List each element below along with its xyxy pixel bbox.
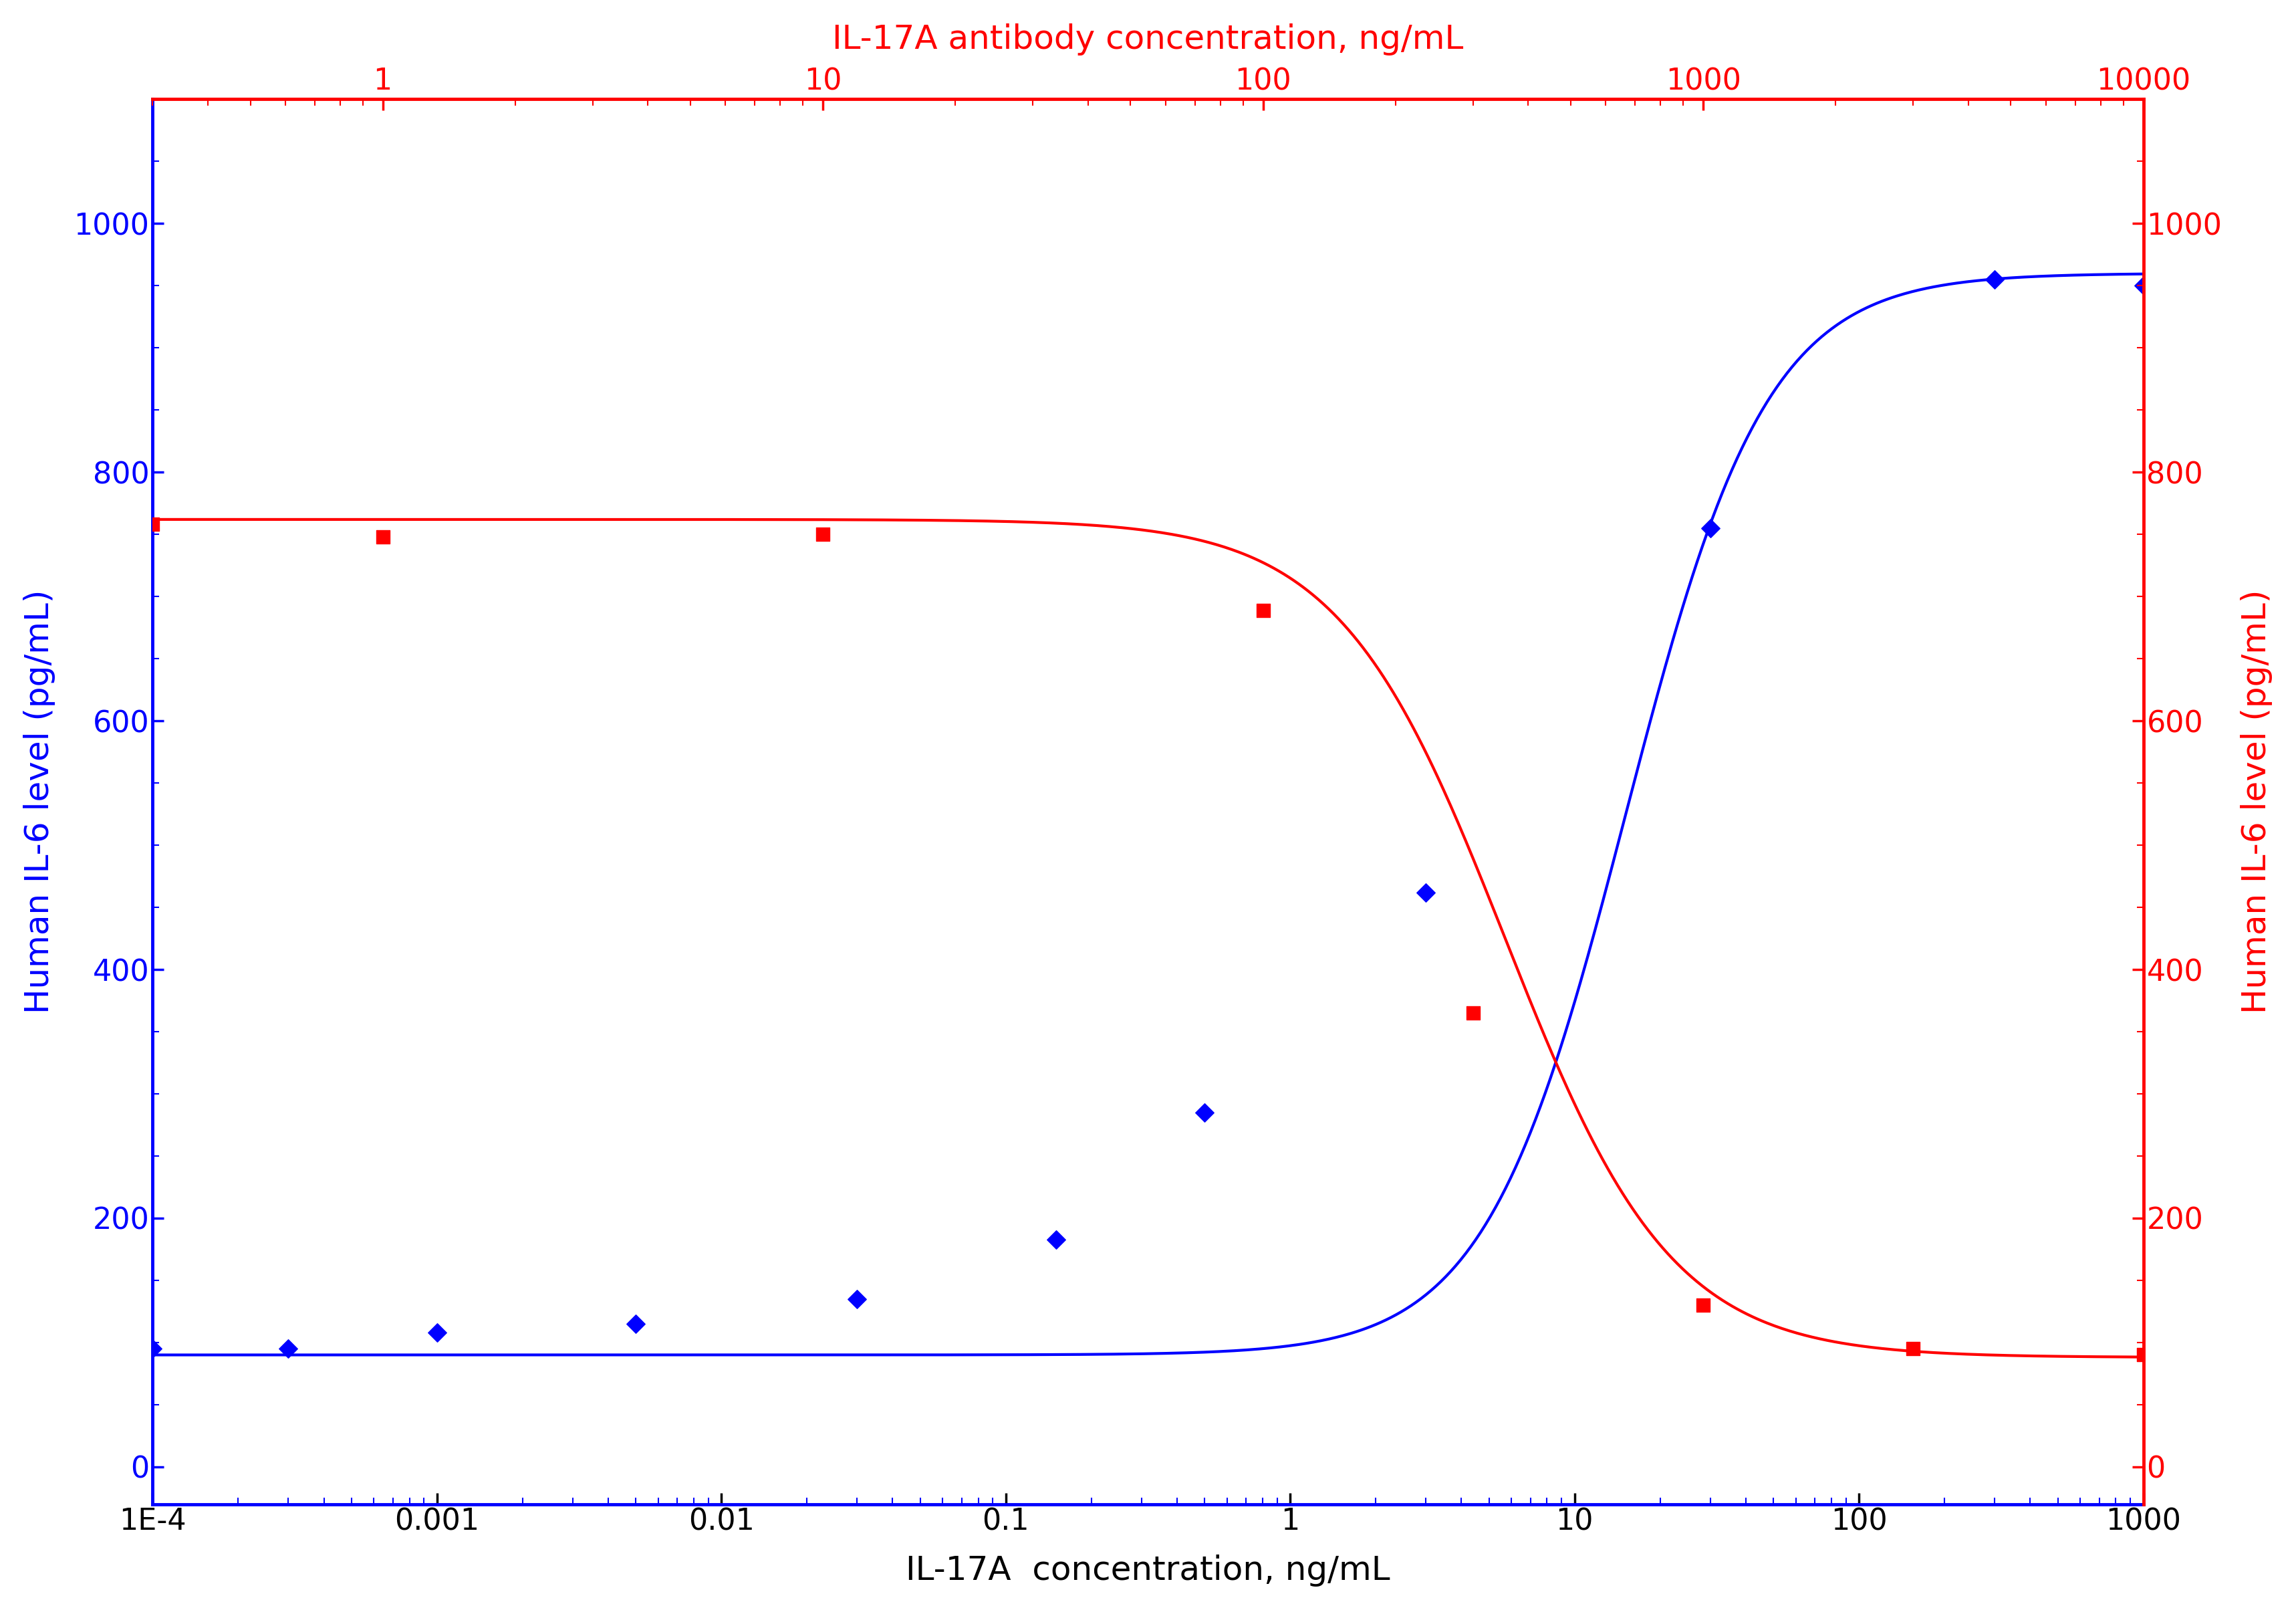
Point <box>1244 597 1281 623</box>
Point <box>1407 879 1444 905</box>
Point <box>418 1320 455 1346</box>
Point <box>2126 272 2163 298</box>
Point <box>1456 1000 1492 1026</box>
Point <box>271 1336 308 1362</box>
X-axis label: IL-17A  concentration, ng/mL: IL-17A concentration, ng/mL <box>907 1555 1389 1587</box>
Point <box>1894 1336 1931 1362</box>
Point <box>1977 267 2014 293</box>
Y-axis label: Human IL-6 level (pg/mL): Human IL-6 level (pg/mL) <box>2241 589 2273 1014</box>
Point <box>1685 1293 1722 1319</box>
Point <box>133 1336 170 1362</box>
Point <box>135 512 172 538</box>
Y-axis label: Human IL-6 level (pg/mL): Human IL-6 level (pg/mL) <box>23 589 55 1014</box>
Point <box>2126 1343 2163 1368</box>
Point <box>804 522 840 547</box>
X-axis label: IL-17A antibody concentration, ng/mL: IL-17A antibody concentration, ng/mL <box>833 23 1463 55</box>
Point <box>838 1286 875 1312</box>
Point <box>1187 1100 1224 1125</box>
Point <box>365 523 402 549</box>
Point <box>618 1311 654 1336</box>
Point <box>1692 515 1729 541</box>
Point <box>1038 1227 1075 1253</box>
